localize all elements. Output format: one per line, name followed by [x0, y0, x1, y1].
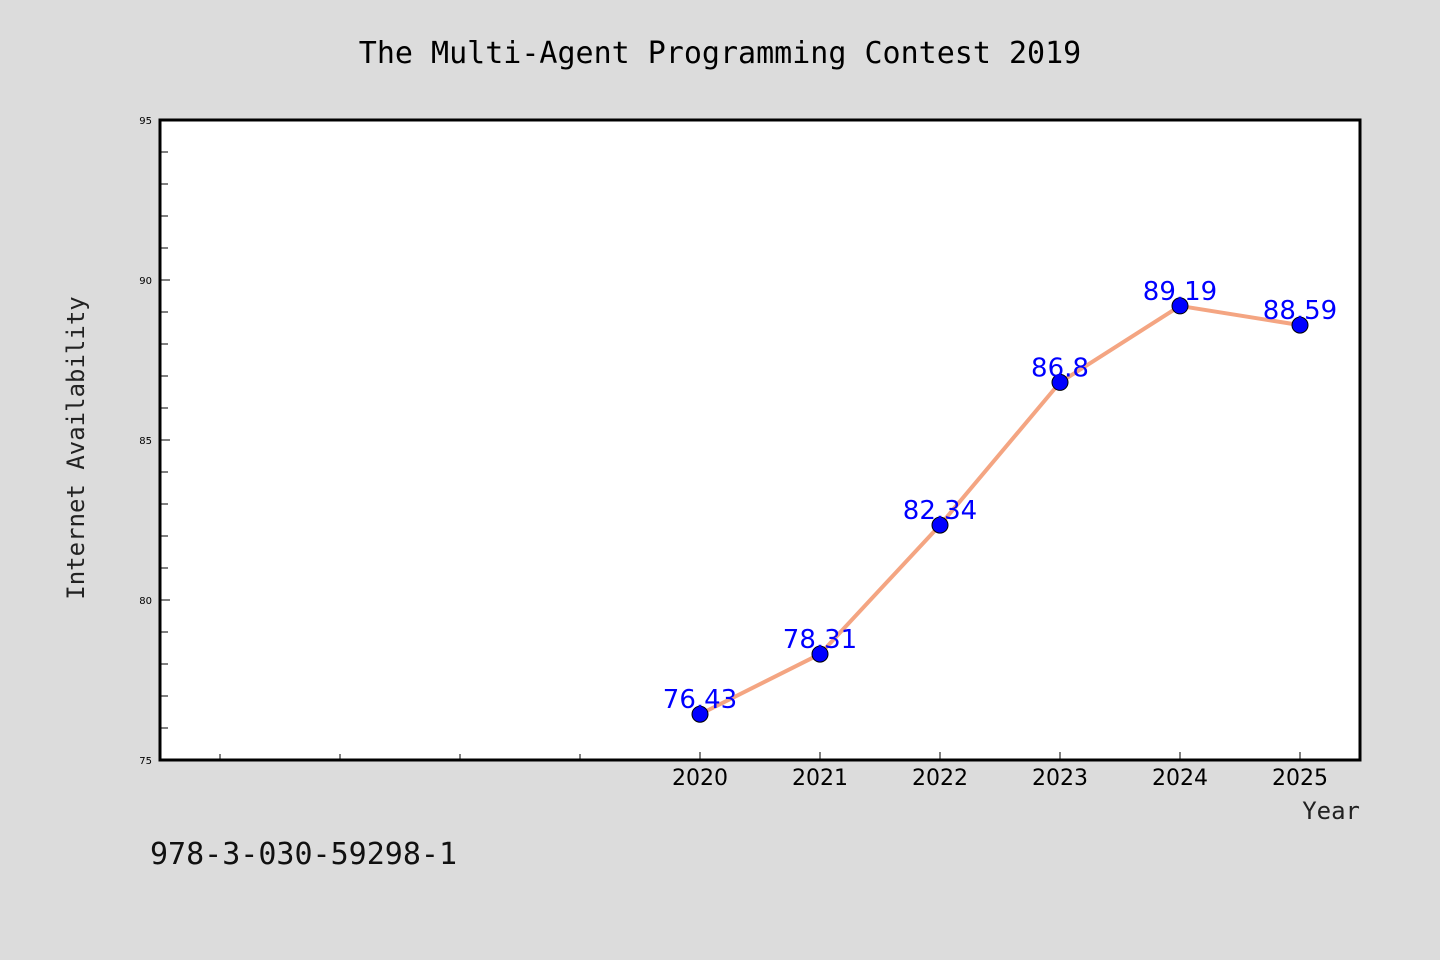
- x-tick-label: 2021: [792, 766, 848, 791]
- data-point: [1291, 316, 1309, 334]
- data-label: 86.8: [1031, 353, 1089, 383]
- chart-title: The Multi-Agent Programming Contest 2019: [359, 36, 1081, 71]
- data-point: [811, 645, 829, 663]
- y-tick-label: 90: [139, 276, 152, 287]
- x-axis-label: Year: [1302, 797, 1360, 825]
- data-point: [1171, 297, 1189, 315]
- y-tick-label: 80: [139, 596, 152, 607]
- y-tick-label: 95: [139, 116, 152, 127]
- data-label: 89.19: [1143, 277, 1217, 307]
- y-tick-label: 85: [139, 436, 152, 447]
- data-point: [691, 705, 709, 723]
- x-tick-label: 2024: [1152, 766, 1208, 791]
- x-tick-label: 2025: [1272, 766, 1328, 791]
- data-point: [931, 516, 949, 534]
- y-tick-label: 75: [139, 756, 152, 767]
- data-label: 88.59: [1263, 296, 1337, 326]
- series-line: [699, 303, 1301, 717]
- y-axis: 75 80 85 90 95: [139, 116, 170, 767]
- x-tick-label: 2020: [672, 766, 728, 791]
- data-label: 78.31: [783, 625, 857, 655]
- footnote: 978-3-030-59298-1: [150, 837, 457, 872]
- plot-area: [158, 118, 1362, 762]
- x-axis: 2020 2021 2022 2023 2024 2025: [219, 752, 1328, 791]
- y-axis-label: Internet Availability: [62, 296, 90, 599]
- x-tick-label: 2023: [1032, 766, 1088, 791]
- data-label: 82.34: [903, 496, 977, 526]
- data-point: [1051, 373, 1069, 391]
- series-layer: 76.43 78.31 82.34 86.8 89.19 88.59: [663, 277, 1337, 723]
- data-label: 76.43: [663, 685, 737, 715]
- x-tick-label: 2022: [912, 766, 968, 791]
